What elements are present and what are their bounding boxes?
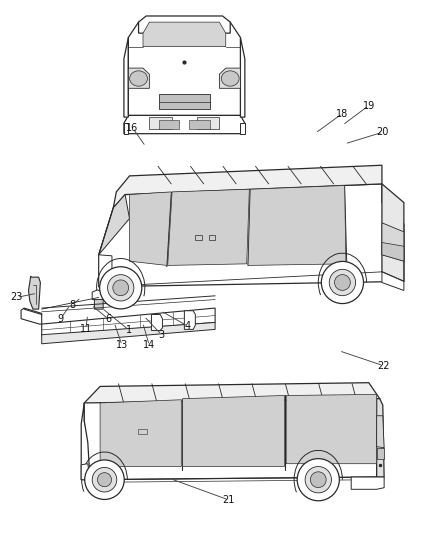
Polygon shape xyxy=(113,165,381,208)
Text: 6: 6 xyxy=(105,314,111,324)
Polygon shape xyxy=(42,322,215,344)
Polygon shape xyxy=(381,184,403,281)
Polygon shape xyxy=(159,94,209,109)
Polygon shape xyxy=(129,192,171,265)
Circle shape xyxy=(92,467,117,492)
Circle shape xyxy=(113,280,128,296)
Polygon shape xyxy=(21,308,42,324)
Polygon shape xyxy=(124,115,244,134)
Polygon shape xyxy=(42,308,215,336)
Polygon shape xyxy=(151,314,162,330)
Polygon shape xyxy=(376,416,383,448)
Polygon shape xyxy=(189,120,209,129)
Circle shape xyxy=(310,472,325,488)
Text: 8: 8 xyxy=(69,300,75,310)
Polygon shape xyxy=(92,290,103,300)
Polygon shape xyxy=(81,403,92,480)
Circle shape xyxy=(321,261,363,304)
Text: 14: 14 xyxy=(143,341,155,350)
Text: 4: 4 xyxy=(184,321,191,331)
Polygon shape xyxy=(381,223,403,261)
Text: 21: 21 xyxy=(222,495,234,505)
Circle shape xyxy=(107,274,134,301)
Polygon shape xyxy=(247,185,345,265)
Circle shape xyxy=(297,458,339,501)
Polygon shape xyxy=(99,255,112,290)
Polygon shape xyxy=(149,117,171,130)
Circle shape xyxy=(328,269,355,296)
Polygon shape xyxy=(381,243,403,261)
Polygon shape xyxy=(84,399,377,480)
Polygon shape xyxy=(286,394,376,464)
Text: 11: 11 xyxy=(79,325,92,334)
Polygon shape xyxy=(167,189,249,265)
Polygon shape xyxy=(240,123,244,134)
Polygon shape xyxy=(138,16,230,33)
Circle shape xyxy=(85,460,124,499)
Polygon shape xyxy=(350,477,383,489)
Polygon shape xyxy=(208,235,215,240)
Polygon shape xyxy=(182,395,284,466)
Polygon shape xyxy=(240,37,244,117)
Polygon shape xyxy=(100,400,181,466)
Polygon shape xyxy=(99,195,129,255)
Polygon shape xyxy=(376,399,383,477)
Polygon shape xyxy=(197,117,219,130)
Circle shape xyxy=(97,473,111,487)
Text: 1: 1 xyxy=(126,326,132,335)
Polygon shape xyxy=(84,383,379,421)
Text: 16: 16 xyxy=(126,123,138,133)
Polygon shape xyxy=(28,276,40,309)
Ellipse shape xyxy=(221,71,239,86)
Polygon shape xyxy=(124,123,128,134)
Polygon shape xyxy=(143,22,225,47)
Circle shape xyxy=(304,466,331,493)
Polygon shape xyxy=(81,464,90,480)
Text: 23: 23 xyxy=(11,293,23,302)
Text: 19: 19 xyxy=(362,101,374,110)
Circle shape xyxy=(99,266,141,309)
Polygon shape xyxy=(124,37,128,117)
Polygon shape xyxy=(195,235,201,240)
Text: 3: 3 xyxy=(158,330,164,340)
Polygon shape xyxy=(184,311,195,329)
Polygon shape xyxy=(219,68,240,88)
Text: 13: 13 xyxy=(116,341,128,350)
Text: 22: 22 xyxy=(376,361,389,370)
Text: 9: 9 xyxy=(57,314,64,324)
Polygon shape xyxy=(128,68,149,88)
Text: 18: 18 xyxy=(336,109,348,118)
Polygon shape xyxy=(159,120,179,129)
Ellipse shape xyxy=(129,71,147,86)
Polygon shape xyxy=(138,429,147,434)
Polygon shape xyxy=(376,448,383,459)
Circle shape xyxy=(334,274,350,290)
Polygon shape xyxy=(99,184,403,287)
Text: 20: 20 xyxy=(376,127,388,137)
Polygon shape xyxy=(128,22,240,115)
Polygon shape xyxy=(381,272,403,290)
Polygon shape xyxy=(94,296,103,309)
